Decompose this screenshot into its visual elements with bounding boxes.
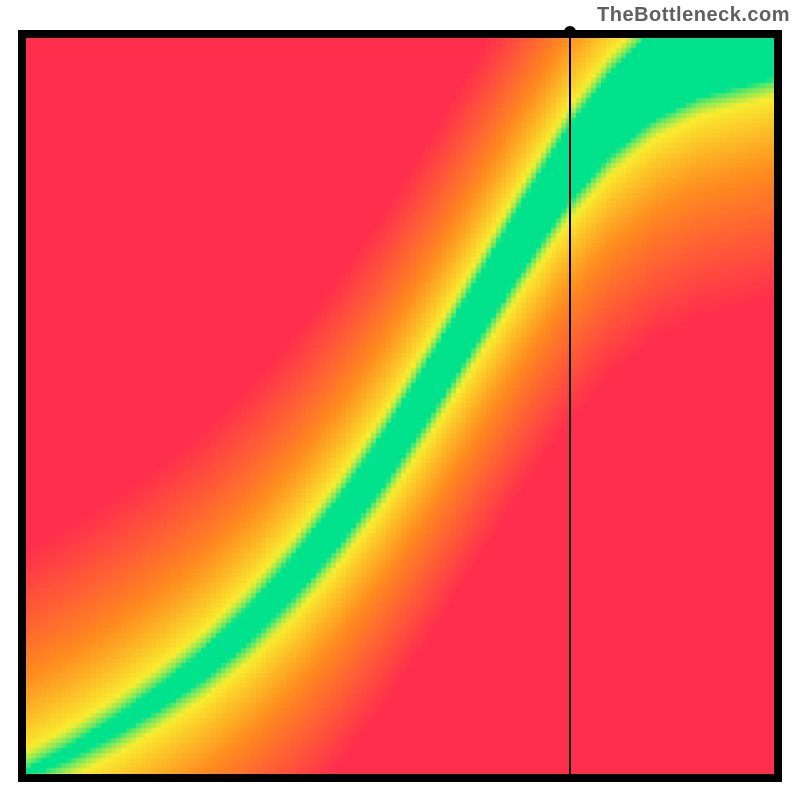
marker-dot: [564, 26, 576, 38]
figure-container: TheBottleneck.com: [0, 0, 800, 800]
attribution-watermark: TheBottleneck.com: [597, 4, 790, 27]
plot-frame-border: [18, 30, 782, 782]
